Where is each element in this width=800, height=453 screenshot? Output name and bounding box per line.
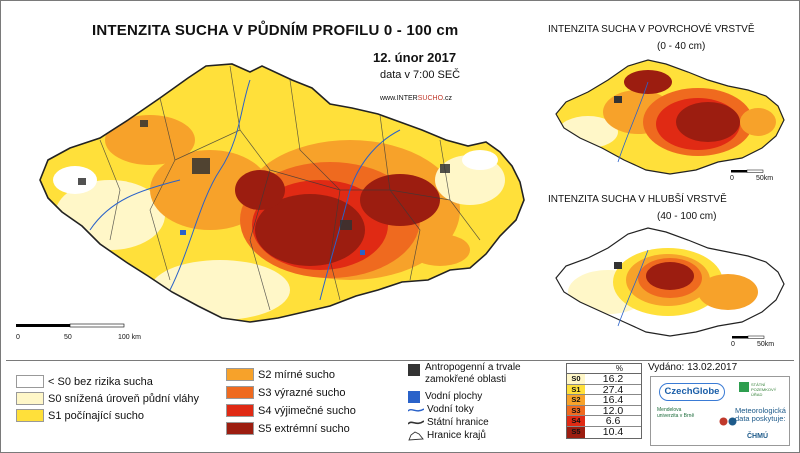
legend-class-s5: S5 extrémní sucho bbox=[226, 421, 350, 436]
main-drought-map bbox=[39, 63, 525, 323]
meteo-data-provider: Meteorologická data poskytuje: bbox=[735, 406, 786, 423]
percent-row-s1: S1 27.4 bbox=[567, 385, 641, 396]
surface-scale-label-50: 50km bbox=[756, 175, 774, 182]
mendel-university-logo: Mendelova univerzita v Brně bbox=[657, 407, 695, 419]
swatch-s4 bbox=[226, 404, 254, 417]
spu-logo-icon bbox=[739, 382, 749, 392]
legend-class-none: < S0 bez rizika sucha bbox=[16, 374, 153, 389]
map-data-time: data v 7:00 SEČ bbox=[380, 69, 461, 81]
state-border-icon bbox=[408, 419, 424, 425]
website-accent: SUCHO bbox=[417, 95, 444, 102]
czechglobe-logo[interactable]: CzechGlobe bbox=[659, 383, 725, 401]
deep-inset-map bbox=[555, 227, 785, 337]
region-border-icon bbox=[408, 430, 424, 441]
legend-panel bbox=[6, 360, 794, 448]
swatch-s5 bbox=[226, 422, 254, 435]
percent-row-s5: S5 10.4 bbox=[567, 427, 641, 438]
deep-scale-bar bbox=[732, 335, 765, 339]
surface-inset-title: INTENZITA SUCHA V POVRCHOVÉ VRSTVĚ bbox=[548, 24, 755, 35]
percent-row-s0: S0 16.2 bbox=[567, 374, 641, 385]
surface-inset-subtitle: (0 - 40 cm) bbox=[657, 41, 706, 52]
chmu-logo-icon bbox=[719, 417, 737, 426]
square-blue-icon bbox=[408, 390, 420, 403]
legend-symbol-anthropogenic: Antropogenní a trvale zamokřené oblasti bbox=[408, 362, 553, 388]
main-scale-label-0: 0 bbox=[16, 334, 20, 341]
surface-scale-bar bbox=[731, 169, 764, 173]
percent-row-s2: S2 16.4 bbox=[567, 395, 641, 406]
legend-class-s1: S1 počínající sucho bbox=[16, 408, 144, 423]
issued-date: Vydáno: 13.02.2017 bbox=[648, 362, 738, 373]
swatch-s3 bbox=[226, 386, 254, 399]
swatch-s2 bbox=[226, 368, 254, 381]
main-scale-bar bbox=[16, 323, 125, 328]
legend-symbol-region-border: Hranice krajů bbox=[408, 428, 486, 443]
surface-scale-label-0: 0 bbox=[730, 175, 734, 182]
main-scale-label-100: 100 km bbox=[118, 334, 141, 341]
square-dark-icon bbox=[408, 364, 420, 376]
drought-percent-table: % S0 16.2 S1 27.4 S2 16.4 S3 12.0 S4 6.6 S5 10… bbox=[566, 363, 642, 439]
legend-class-s2: S2 mírné sucho bbox=[226, 367, 335, 382]
legend-class-s4: S4 výjimečné sucho bbox=[226, 403, 356, 418]
legend-symbol-rivers: Vodní toky bbox=[408, 402, 474, 417]
main-map-title: INTENZITA SUCHA V PŮDNÍM PROFILU 0 - 100… bbox=[92, 22, 459, 39]
deep-inset-subtitle: (40 - 100 cm) bbox=[657, 211, 717, 222]
legend-symbol-state-border: Státní hranice bbox=[408, 415, 489, 430]
legend-class-s3: S3 výrazné sucho bbox=[226, 385, 345, 400]
website-link[interactable]: www.INTERSUCHO.cz bbox=[380, 95, 452, 102]
deep-scale-label-0: 0 bbox=[731, 341, 735, 348]
percent-row-s3: S3 12.0 bbox=[567, 406, 641, 417]
percent-table-header: % bbox=[567, 364, 641, 374]
surface-inset-map bbox=[555, 59, 785, 175]
percent-row-s4: S4 6.6 bbox=[567, 416, 641, 427]
website-prefix: www.INTER bbox=[380, 95, 418, 102]
deep-scale-label-50: 50km bbox=[757, 341, 775, 348]
main-scale-label-50: 50 bbox=[64, 334, 72, 341]
river-line-icon bbox=[408, 407, 424, 412]
legend-symbol-water-bodies: Vodní plochy bbox=[408, 389, 482, 404]
map-date: 12. únor 2017 bbox=[373, 50, 457, 65]
legend-class-s0: S0 snížená úroveň půdní vláhy bbox=[16, 391, 199, 406]
spu-logo-text: STÁTNÍ POZEMKOVÝ ÚŘAD bbox=[751, 382, 777, 397]
swatch-s1 bbox=[16, 409, 44, 422]
chmu-logo-text: ČHMÚ bbox=[747, 433, 768, 440]
website-suffix: .cz bbox=[443, 95, 452, 102]
partner-logos: CzechGlobe STÁTNÍ POZEMKOVÝ ÚŘAD Mendelo… bbox=[650, 376, 790, 446]
swatch-s0 bbox=[16, 392, 44, 405]
deep-inset-title: INTENZITA SUCHA V HLUBŠÍ VRSTVĚ bbox=[548, 194, 727, 205]
swatch-none bbox=[16, 375, 44, 388]
